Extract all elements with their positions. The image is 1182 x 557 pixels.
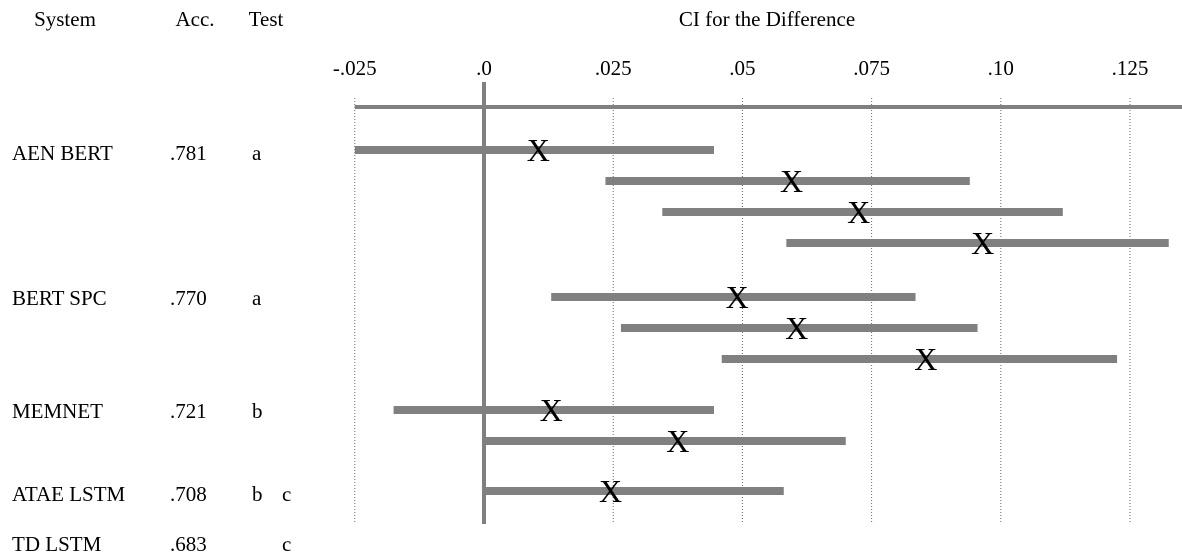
system-test-a: a	[252, 141, 262, 165]
system-test-a: b	[252, 482, 263, 506]
system-test-b: c	[282, 482, 291, 506]
row-labels: AEN BERT .781 a BERT SPC .770 a MEMNET .…	[12, 141, 291, 556]
system-name: ATAE LSTM	[12, 482, 126, 506]
x-tick-label: .10	[988, 56, 1014, 80]
system-accuracy: .770	[170, 286, 207, 310]
header-system: System	[34, 7, 96, 31]
system-name: AEN BERT	[12, 141, 113, 165]
x-tick-label: .05	[729, 56, 755, 80]
system-accuracy: .721	[170, 399, 207, 423]
point-estimate-marker: X	[785, 310, 808, 346]
system-name: MEMNET	[12, 399, 103, 423]
point-estimate-marker: X	[847, 194, 870, 230]
point-estimate-marker: X	[540, 392, 563, 428]
point-estimate-marker: X	[971, 225, 994, 261]
system-test-a: b	[252, 399, 263, 423]
system-name: TD LSTM	[12, 532, 102, 556]
x-tick-label: .075	[853, 56, 890, 80]
point-estimate-marker: X	[527, 132, 550, 168]
system-accuracy: .708	[170, 482, 207, 506]
x-tick-label: .0	[476, 56, 492, 80]
point-estimate-marker: X	[599, 473, 622, 509]
point-estimate-marker: X	[914, 341, 937, 377]
system-test-a: a	[252, 286, 262, 310]
x-tick-label: .025	[595, 56, 632, 80]
x-tick-label: -.025	[333, 56, 377, 80]
system-name: BERT SPC	[12, 286, 107, 310]
header-accuracy: Acc.	[175, 7, 214, 31]
point-estimate-marker: X	[780, 163, 803, 199]
point-estimate-marker: X	[666, 423, 689, 459]
chart-title: CI for the Difference	[679, 7, 855, 31]
header-test: Test	[249, 7, 284, 31]
system-accuracy: .683	[170, 532, 207, 556]
system-test-b: c	[282, 532, 291, 556]
system-accuracy: .781	[170, 141, 207, 165]
x-tick-label: .125	[1112, 56, 1149, 80]
point-estimate-marker: X	[726, 279, 749, 315]
